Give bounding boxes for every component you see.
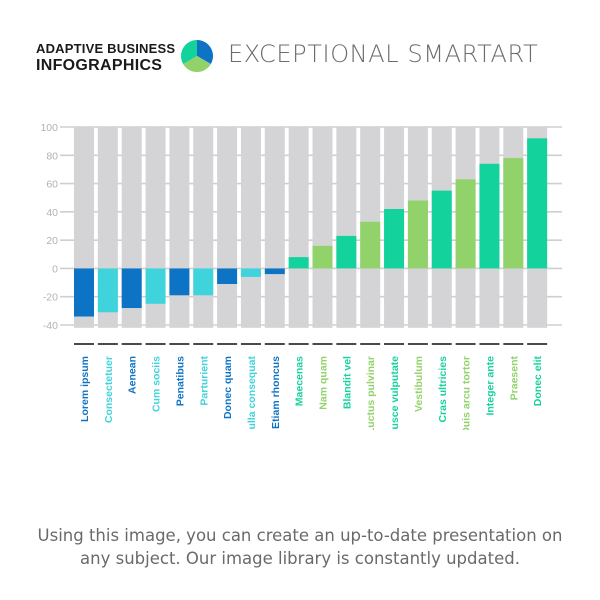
category-label: Lorem ipsum [79, 356, 91, 422]
bar-chart: 100 80 60 40 20 0 -20 -40 Lorem ipsum Consectetue… [40, 122, 562, 430]
bar [145, 268, 166, 304]
bar-dash [336, 343, 357, 345]
y-tick-label: 40 [46, 207, 58, 219]
y-tick-label: 80 [46, 150, 58, 162]
bar-dash [431, 343, 452, 345]
category-label: Penatibus [174, 356, 186, 406]
category-label: Cum sociis [151, 356, 163, 412]
bar-dash [455, 343, 476, 345]
bar [240, 268, 261, 277]
brand: ADAPTIVE BUSINESS INFOGRAPHICS [36, 40, 175, 74]
y-tick-label: 20 [46, 235, 58, 247]
bar-dash [360, 343, 381, 345]
category-label: Luctus pulvinar [365, 356, 377, 430]
category-label: Duis arcu tortor [461, 356, 473, 430]
bar-dash [312, 343, 333, 345]
bar-track [217, 127, 238, 328]
category-label: Integer ante [484, 356, 496, 416]
category-label: Blandit vel [341, 356, 353, 409]
bar [407, 200, 428, 269]
bar-track [288, 127, 309, 328]
y-tick-label: -40 [43, 320, 58, 332]
bar [193, 268, 214, 296]
bar [264, 268, 285, 275]
y-tick-label: 60 [46, 179, 58, 191]
category-label: Donec quam [222, 356, 234, 419]
category-label: Etiam rhoncus [270, 356, 282, 429]
brand-line-1: ADAPTIVE BUSINESS [36, 41, 176, 56]
y-tick-label: 100 [40, 122, 58, 134]
bar-dash [527, 343, 548, 345]
bar [217, 268, 238, 284]
category-label: Donec elit [532, 356, 544, 407]
header: ADAPTIVE BUSINESS INFOGRAPHICS EXCEPTION… [36, 38, 576, 78]
bar-dash [264, 343, 285, 345]
bar-dash [217, 343, 238, 345]
bar [169, 268, 190, 296]
bar [503, 158, 524, 269]
bar [527, 138, 548, 269]
logo-slice-green [183, 56, 211, 73]
y-tick-label: 0 [52, 263, 58, 275]
bar-dash [169, 343, 190, 345]
y-tick-label: -20 [43, 292, 58, 304]
pie-logo-icon [180, 40, 214, 73]
bar-dash [479, 343, 500, 345]
bar-track [312, 127, 333, 328]
bar-dash [193, 343, 214, 345]
bar-dash [145, 343, 166, 345]
bar [121, 268, 142, 309]
bar-dash [407, 343, 428, 345]
page-title: EXCEPTIONAL SMARTART [228, 40, 539, 68]
logo-slice-cyan [180, 40, 197, 64]
bar [288, 257, 309, 269]
bar-dash [384, 343, 405, 345]
bar-track [240, 127, 261, 328]
category-label: Fusce vulputate [389, 356, 401, 430]
category-label: Cras ultricies [437, 356, 449, 423]
bar [74, 268, 94, 317]
category-label: Praesent [508, 355, 520, 400]
bar-track [336, 127, 357, 328]
bar [360, 221, 381, 269]
bar-track [169, 127, 190, 328]
bar-dash [503, 343, 524, 345]
category-label: Parturient [198, 355, 210, 405]
bar [479, 163, 500, 269]
bar [312, 245, 333, 269]
bar [384, 209, 405, 269]
bar [455, 179, 476, 269]
bar [336, 235, 357, 269]
bar-dash [74, 343, 94, 345]
bar-dash [97, 343, 118, 345]
bar-dash [240, 343, 261, 345]
bar-dash [288, 343, 309, 345]
category-label: Aenean [127, 356, 139, 394]
bar-track [193, 127, 214, 328]
brand-line-2: INFOGRAPHICS [36, 57, 163, 74]
category-label: Nam quam [318, 356, 330, 410]
bar [431, 190, 452, 269]
category-label: Vestibulum [413, 356, 425, 412]
category-label: Consectetuer [103, 356, 115, 423]
logo-slice-blue [197, 40, 214, 64]
caption: Using this image, you can create an up-t… [37, 526, 563, 568]
bar-dash [121, 343, 142, 345]
category-label: Nulla consequat [246, 356, 258, 430]
bar [97, 268, 118, 313]
bar-track [264, 127, 285, 328]
category-label: Maecenas [294, 356, 306, 406]
